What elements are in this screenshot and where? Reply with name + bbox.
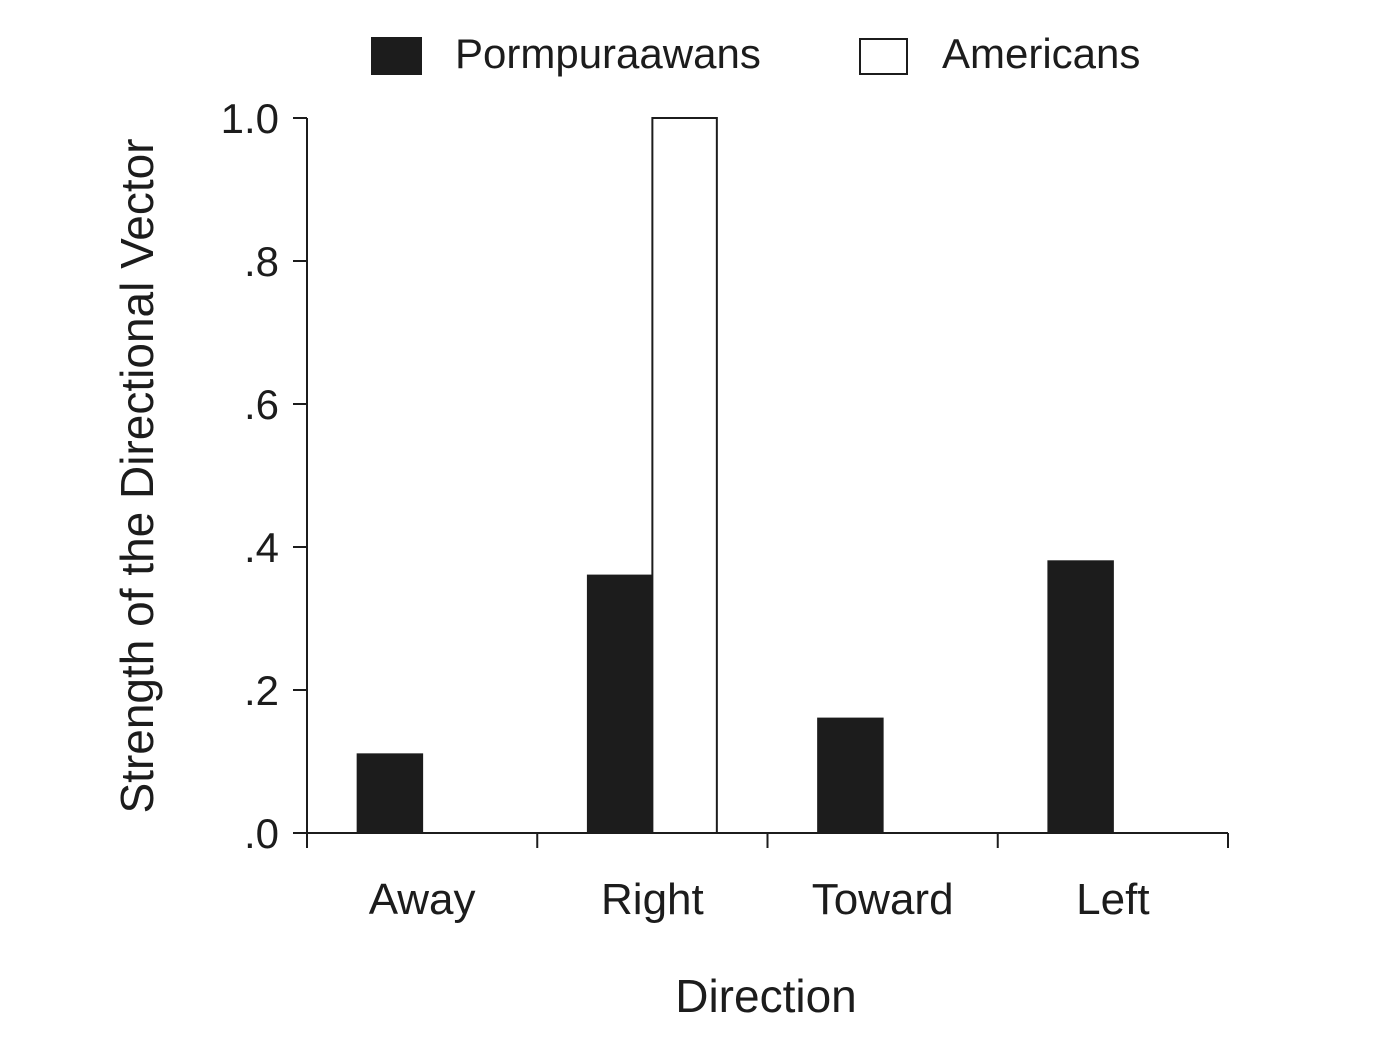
legend-label-pormpuraawans: Pormpuraawans — [455, 30, 761, 77]
y-axis: .0 .2 .4 .6 .8 1.0 — [221, 95, 308, 857]
legend-label-americans: Americans — [942, 30, 1140, 77]
bar-pormpuraawans-away — [356, 753, 424, 834]
y-tick-label: .2 — [244, 667, 279, 714]
x-tick-label: Away — [369, 875, 476, 924]
x-tick-label: Right — [601, 875, 704, 924]
x-axis: Away Right Toward Left — [306, 832, 1229, 924]
bars — [356, 117, 1114, 834]
bar-americans-right — [651, 117, 718, 834]
y-tick-label: 1.0 — [221, 95, 279, 142]
legend-swatch-pormpuraawans — [371, 37, 422, 75]
bar-pormpuraawans-left — [1047, 560, 1114, 834]
y-tick-label: .8 — [244, 238, 279, 285]
y-tick-label: .6 — [244, 381, 279, 428]
y-axis-title: Strength of the Directional Vector — [111, 138, 163, 813]
bar-pormpuraawans-right — [586, 574, 654, 834]
legend: Pormpuraawans Americans — [371, 30, 1140, 77]
y-tick-label: .0 — [244, 810, 279, 857]
legend-swatch-americans — [859, 38, 908, 75]
x-tick-label: Left — [1076, 875, 1149, 924]
y-tick-label: .4 — [244, 524, 279, 571]
x-axis-title: Direction — [675, 970, 857, 1022]
x-tick-label: Toward — [812, 875, 954, 924]
bar-pormpuraawans-toward — [817, 717, 884, 834]
